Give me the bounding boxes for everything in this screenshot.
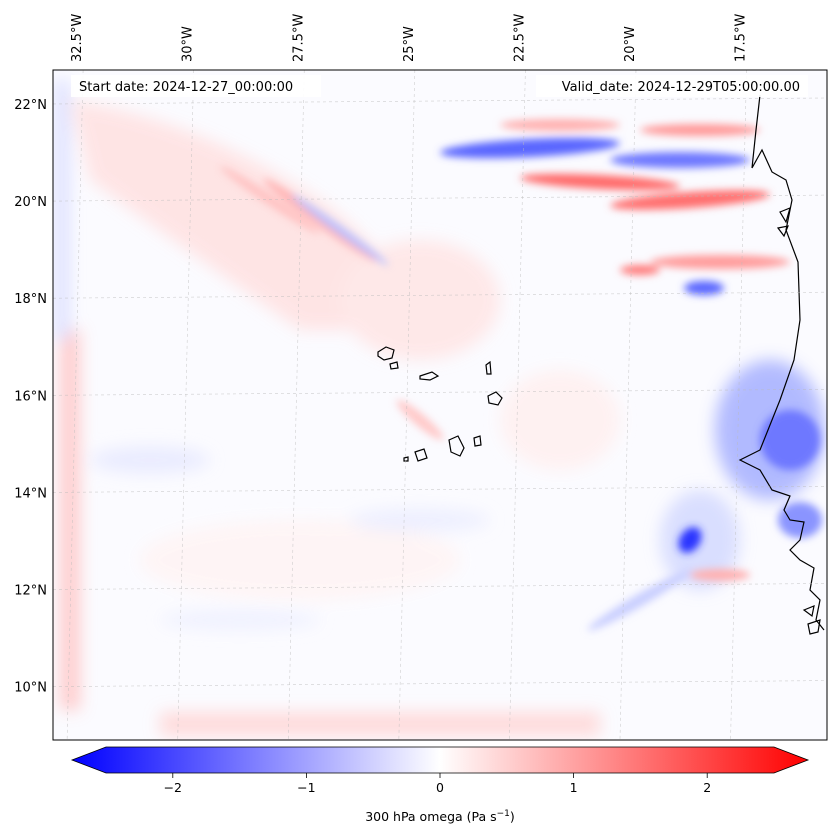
latitude-tick-label: 12°N [14,583,47,598]
longitude-tick-label: 27.5°W [291,14,306,62]
coastline [377,94,825,635]
omega-field [53,70,827,740]
meridian-line [619,70,637,740]
start-date-label: Start date: 2024-12-27_00:00:00 [79,80,293,95]
latitude-tick-label: 10°N [14,681,47,696]
longitude-tick-label: 22.5°W [512,14,527,62]
colorbar-tick-label: 0 [436,780,444,795]
map-frame [52,69,828,741]
colorbar-ticks: −2 −1 0 1 2 [164,773,711,795]
longitude-labels: 32.5°W 30°W 27.5°W 25°W 22.5°W 20°W 17.5°W [70,14,748,62]
colorbar: −2 −1 0 1 2 300 hPa omega (Pa s−1) [70,746,810,824]
longitude-tick-label: 32.5°W [70,14,85,62]
longitude-tick-label: 30°W [181,26,196,62]
meridian-line [509,70,526,740]
meridian-line [177,70,194,740]
meridian-line [66,70,84,740]
latitude-tick-label: 18°N [14,292,47,307]
longitude-tick-label: 25°W [402,26,417,62]
colorbar-tick-label: −2 [164,780,182,795]
colorbar-tick-label: 1 [570,780,578,795]
latitude-tick-label: 22°N [14,98,47,113]
latitude-tick-label: 20°N [14,195,47,210]
longitude-tick-label: 20°W [623,26,638,62]
latitude-labels: 22°N 20°N 18°N 16°N 14°N 12°N 10°N [14,98,47,696]
meridian-line [730,70,747,740]
graticule [53,70,827,740]
colorbar-label: 300 hPa omega (Pa s−1) [365,809,515,824]
meridian-line [287,70,305,740]
meridian-line [398,70,416,740]
colorbar-tick-label: 2 [703,780,711,795]
latitude-tick-label: 16°N [14,389,47,404]
longitude-tick-label: 17.5°W [734,14,749,62]
colorbar-tick-label: −1 [297,780,315,795]
valid-date-label: Valid_date: 2024-12-29T05:00:00.00 [562,80,800,95]
latitude-tick-label: 14°N [14,486,47,501]
